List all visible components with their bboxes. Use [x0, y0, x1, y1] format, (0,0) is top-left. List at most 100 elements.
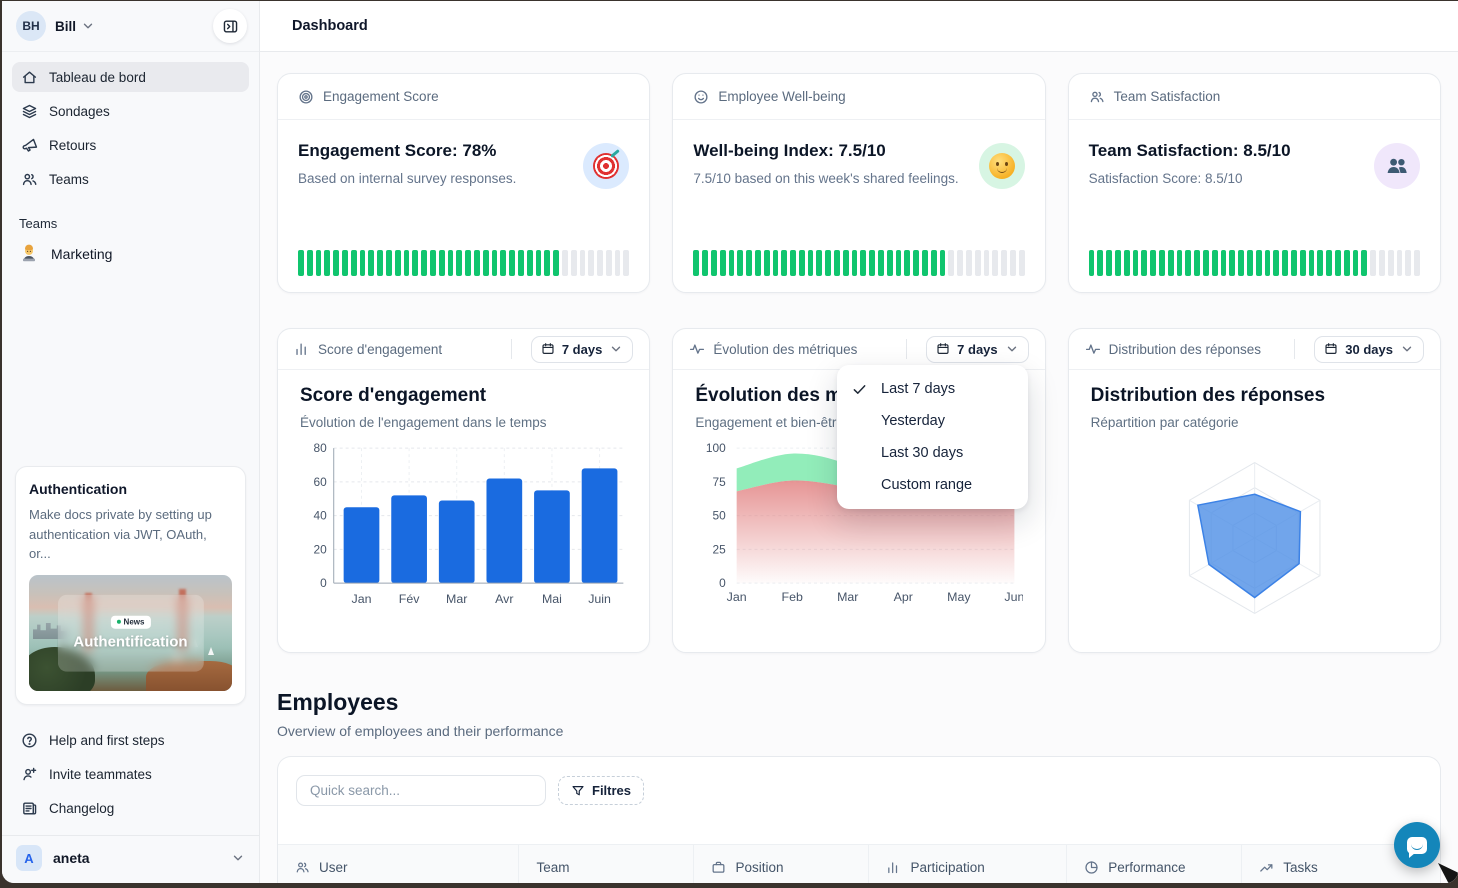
svg-text:0: 0	[320, 576, 327, 590]
menu-item-last-30-days[interactable]: Last 30 days	[881, 445, 964, 461]
panel-collapse-icon	[223, 20, 237, 32]
svg-text:60: 60	[314, 475, 328, 489]
svg-text:Mar: Mar	[837, 590, 858, 604]
column-header-performance[interactable]: Performance	[1067, 845, 1243, 883]
collapse-sidebar-button[interactable]	[213, 9, 247, 43]
svg-text:25: 25	[713, 542, 727, 556]
top-bar: Dashboard	[260, 1, 1458, 52]
sidebar: BH Bill Tableau de bord Sondages Retours	[2, 1, 260, 883]
megaphone-icon	[21, 138, 38, 153]
sidebar-item-teams[interactable]: Teams	[12, 164, 249, 194]
calendar-icon	[1325, 343, 1337, 354]
menu-item-last-7-days[interactable]: Last 7 days	[837, 373, 1028, 405]
check-icon	[853, 385, 866, 394]
svg-text:Avr: Avr	[495, 592, 513, 606]
promo-card[interactable]: Authentication Make docs private by sett…	[15, 465, 246, 705]
main-area: Dashboard Engagement Score Engagement Sc…	[260, 1, 1458, 883]
progress-bar	[693, 250, 1025, 276]
users-icon	[1090, 91, 1104, 102]
date-range-button[interactable]: 7 days	[530, 335, 634, 363]
page-title: Dashboard	[292, 18, 368, 34]
menu-item-custom-range[interactable]: Custom range	[881, 477, 973, 493]
chart-subtitle: Engagement et bien-être	[695, 415, 844, 430]
two-people-emoji	[1374, 143, 1420, 189]
promo-image[interactable]: News Authentification	[29, 575, 232, 691]
team-satisfaction-card: Team Satisfaction Team Satisfaction: 8.5…	[1067, 73, 1441, 293]
column-header-participation[interactable]: Participation	[869, 845, 1068, 883]
workspace-name: aneta	[53, 850, 90, 866]
users-icon	[22, 173, 37, 185]
filters-button[interactable]: Filtres	[558, 776, 645, 805]
divider	[510, 339, 512, 359]
user-name[interactable]: Bill	[55, 18, 77, 34]
column-header-position[interactable]: Position	[694, 845, 870, 883]
stat-cards-row: Engagement Score Engagement Score: 78% B…	[277, 73, 1441, 293]
date-range-button[interactable]: 7 days	[926, 335, 1029, 363]
nav-label: Changelog	[49, 800, 115, 816]
funnel-icon	[572, 785, 584, 795]
sidebar-item-marketing[interactable]: Marketing	[2, 239, 259, 269]
svg-text:Feb: Feb	[782, 590, 803, 604]
svg-text:20: 20	[314, 542, 328, 556]
sidebar-item-sondages[interactable]: Sondages	[12, 96, 249, 126]
card-header-label: Distribution des réponses	[1108, 341, 1261, 357]
svg-text:Mar: Mar	[446, 592, 467, 606]
bar-chart: 0 20 40 60 80 Jan Fév Mar Avr Mai Juin	[314, 441, 624, 606]
user-avatar[interactable]: BH	[16, 11, 46, 41]
sidebar-item-tableau-de-bord[interactable]: Tableau de bord	[12, 62, 249, 92]
date-range-button[interactable]: 30 days	[1314, 335, 1424, 363]
card-header-label: Score d'engagement	[318, 341, 443, 357]
chart-subtitle: Répartition par catégorie	[1090, 415, 1239, 430]
column-header-tasks[interactable]: Tasks	[1242, 845, 1440, 883]
activity-icon	[1085, 344, 1100, 354]
chat-launcher-button[interactable]	[1394, 822, 1440, 868]
card-header-label: Engagement Score	[323, 89, 439, 104]
chevron-down-icon	[1402, 346, 1412, 352]
home-icon	[22, 71, 37, 83]
search-input[interactable]	[296, 775, 546, 806]
nav-label: Invite teammates	[49, 766, 152, 782]
nav-label: Retours	[49, 137, 97, 153]
changelog-icon	[23, 802, 37, 814]
stat-subtitle: Satisfaction Score: 8.5/10	[1088, 171, 1243, 186]
chevron-down-icon	[233, 855, 243, 861]
sidebar-spacer	[2, 269, 259, 454]
sidebar-item-changelog[interactable]: Changelog	[15, 793, 246, 823]
divider	[906, 339, 908, 359]
target-emoji	[583, 143, 630, 189]
chart-subtitle: Évolution de l'engagement dans le temps	[300, 415, 547, 430]
progress-bar	[298, 250, 630, 276]
column-header-user[interactable]: User	[278, 845, 520, 883]
chat-icon	[1407, 836, 1427, 858]
technologist-emoji	[23, 244, 35, 262]
radar-chart	[1188, 462, 1321, 614]
svg-text:Jun: Jun	[1005, 590, 1023, 604]
smile-icon	[694, 89, 708, 104]
users-icon	[296, 862, 309, 873]
workspace-avatar: A	[16, 845, 42, 871]
sidebar-item-invite-teammates[interactable]: Invite teammates	[15, 759, 246, 789]
menu-item-yesterday[interactable]: Yesterday	[881, 413, 945, 429]
user-plus-icon	[23, 767, 37, 780]
sidebar-item-retours[interactable]: Retours	[12, 130, 249, 160]
nav-label: Sondages	[49, 103, 110, 119]
svg-text:Jan: Jan	[727, 590, 747, 604]
engagement-score-card: Engagement Score Engagement Score: 78% B…	[277, 73, 651, 293]
chevron-down-icon	[1007, 346, 1016, 352]
svg-text:Apr: Apr	[894, 590, 913, 604]
column-header-team[interactable]: Team	[519, 845, 695, 883]
workspace-switcher[interactable]: A aneta	[2, 835, 259, 883]
card-header-label: Employee Well-being	[718, 89, 846, 104]
stat-title: Team Satisfaction: 8.5/10	[1088, 141, 1291, 160]
calendar-icon	[542, 343, 554, 354]
employee-wellbeing-card: Employee Well-being Well-being Index: 7.…	[672, 73, 1046, 293]
chevron-down-icon[interactable]	[81, 19, 95, 33]
target-icon	[299, 89, 313, 104]
promo-body: Make docs private by setting up authenti…	[29, 506, 212, 562]
sidebar-item-help[interactable]: Help and first steps	[15, 725, 246, 755]
briefcase-icon	[713, 861, 725, 873]
bar-chart-icon	[296, 343, 306, 356]
sidebar-nav: Tableau de bord Sondages Retours Teams	[2, 52, 259, 208]
calendar-icon	[937, 343, 949, 354]
